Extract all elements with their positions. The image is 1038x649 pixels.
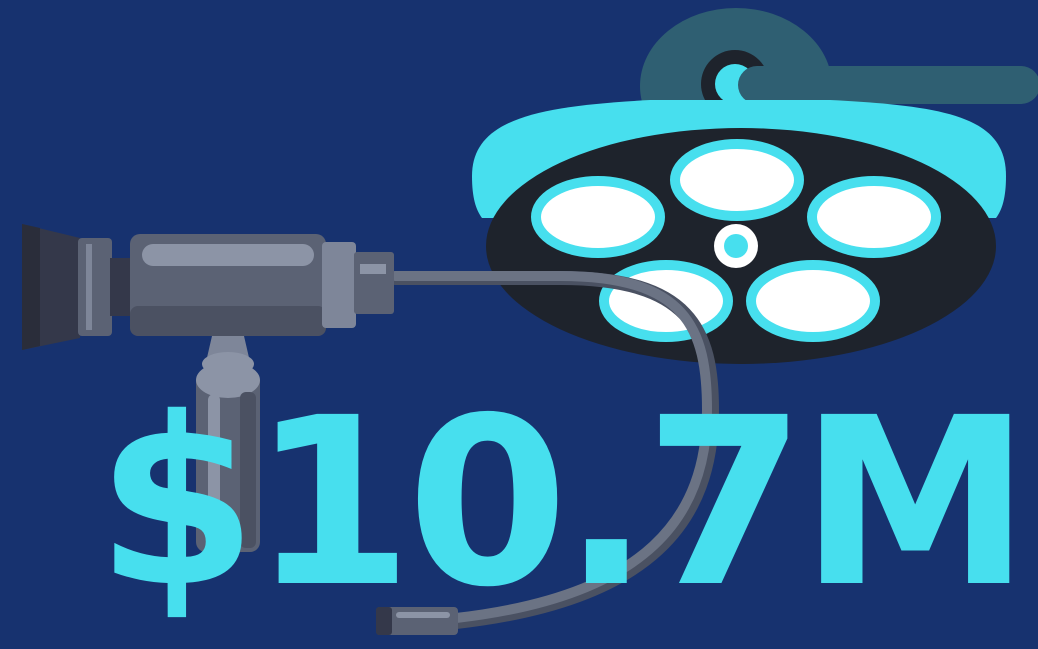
lamp-bulb bbox=[670, 139, 804, 221]
camera-lens-ring bbox=[78, 238, 112, 336]
camera-handle-shade bbox=[240, 392, 256, 548]
lamp-bulb bbox=[531, 176, 665, 258]
lamp-bulbs bbox=[531, 139, 941, 342]
lamp-bulb bbox=[746, 260, 880, 342]
camera-rear-cap-detail bbox=[360, 264, 386, 274]
camera-handle-top bbox=[196, 362, 260, 398]
camera-handle-highlight bbox=[208, 394, 220, 542]
camera-neck bbox=[110, 258, 132, 316]
camera-body-shade bbox=[130, 306, 326, 336]
camera-lens-hood-face bbox=[22, 224, 40, 350]
camera-rear-block bbox=[322, 242, 356, 328]
cable-tip-highlight bbox=[396, 612, 450, 618]
camera-cable bbox=[390, 271, 713, 623]
cable-tip-end bbox=[376, 607, 392, 635]
surgical-lamp-icon bbox=[472, 8, 1038, 364]
camera-rear-cap bbox=[354, 252, 394, 314]
lamp-bulb bbox=[807, 176, 941, 258]
lamp-center-dot bbox=[724, 234, 748, 258]
lamp-arm-cap bbox=[738, 66, 1038, 104]
camera-lens-ring-detail bbox=[86, 244, 92, 330]
endoscope-camera-icon bbox=[22, 224, 720, 635]
camera-body-highlight bbox=[142, 244, 314, 266]
